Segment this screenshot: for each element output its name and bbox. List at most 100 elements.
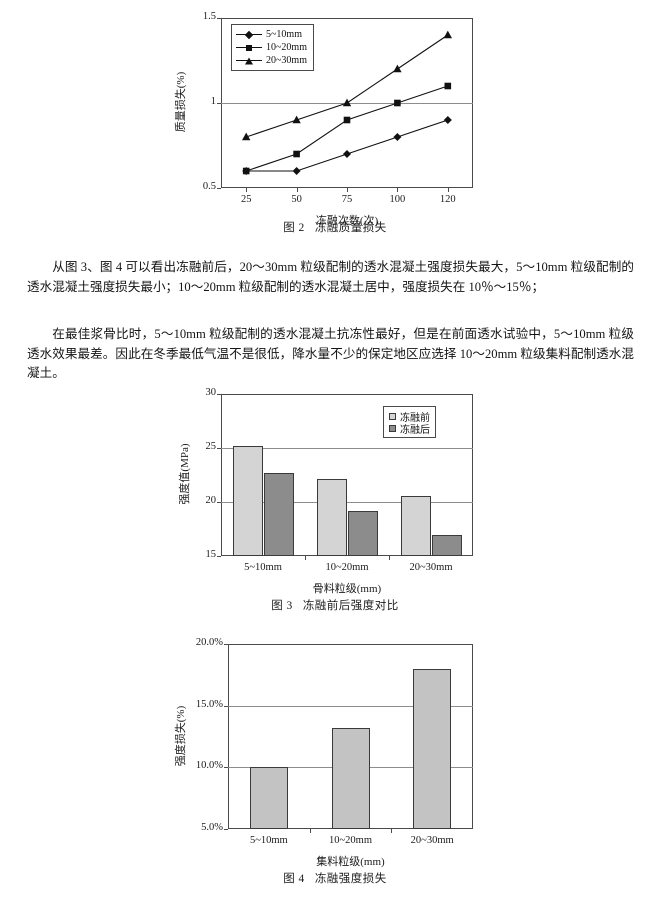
xtick-label-x: 10~20mm — [328, 835, 372, 846]
legend-item: 10~20mm — [236, 41, 307, 54]
figure-3: 15 20 25 30 5~10mm 10~20mm 20~30mm 骨料粒级(mm) 强度值(… — [179, 387, 490, 616]
xtick-label-x: 120 — [439, 194, 456, 205]
legend-label: 冻融前 — [400, 412, 430, 424]
x-axis-title: 冻融次数(次) — [315, 215, 379, 227]
y-axis-title: 强度值(MPa) — [179, 443, 191, 505]
data-point-marker — [292, 167, 301, 175]
ytick-mark — [224, 705, 228, 707]
ytick-label-y: 30 — [205, 387, 217, 398]
ytick-label-y: 25 — [205, 441, 217, 452]
data-point-marker — [443, 116, 452, 124]
figure-4-caption: 图 4 冻融强度损失 — [180, 870, 490, 886]
figure-3-number: 图 3 — [271, 600, 293, 612]
xtick-mark — [389, 556, 390, 560]
xtick-label-x: 75 — [341, 194, 353, 205]
bar-20~30mm — [413, 668, 452, 829]
ytick-mark — [217, 448, 221, 449]
data-point-marker — [292, 115, 301, 124]
xtick-label-x: 10~20mm — [325, 562, 369, 573]
ytick-mark — [217, 556, 221, 557]
y-axis-title: 强度损失(%) — [175, 705, 187, 766]
bar-5~10mm — [249, 767, 288, 829]
bar-10~20mm — [331, 727, 370, 829]
x-axis-title: 集料粒级(mm) — [316, 856, 385, 868]
data-point-marker — [343, 116, 351, 124]
ytick-mark — [217, 18, 221, 19]
figure-3-caption: 图 3 冻融前后强度对比 — [180, 597, 490, 613]
legend-label: 20~30mm — [266, 55, 307, 66]
legend-swatch-icon — [389, 412, 396, 420]
gridline-y — [228, 705, 473, 707]
xtick-mark — [305, 556, 306, 560]
ytick-mark — [224, 644, 228, 645]
xtick-label-x: 20~30mm — [409, 562, 453, 573]
gridline-y — [221, 502, 473, 503]
body-paragraph-2: 在最佳浆骨比时，5～10mm 粒级配制的透水混凝土抗冻性最好，但是在前面透水试验… — [27, 325, 634, 384]
data-point-marker — [242, 167, 250, 175]
square-marker-icon — [246, 44, 252, 51]
data-point-marker — [242, 132, 251, 141]
ytick-label-y: 0.5 — [202, 181, 216, 192]
ytick-mark — [217, 188, 221, 189]
legend-label: 冻融后 — [400, 424, 430, 436]
data-point-marker — [343, 150, 351, 158]
ytick-mark — [224, 829, 228, 830]
series-line-5~10mm — [246, 119, 448, 172]
legend-swatch-icon — [389, 424, 396, 432]
bar-10~20mm-冻融前 — [316, 479, 347, 556]
xtick-label-x: 5~10mm — [244, 562, 282, 573]
bar-5~10mm-冻融前 — [232, 445, 263, 556]
xtick-mark — [391, 829, 393, 833]
xtick-mark — [296, 188, 298, 192]
ytick-mark — [217, 502, 221, 503]
xtick-mark — [397, 188, 399, 192]
gridline-y — [221, 448, 473, 449]
chart-legend-fig3: 冻融前 冻融后 — [383, 406, 436, 438]
ytick-label-y: 10.0% — [195, 760, 223, 772]
diamond-marker-icon — [244, 30, 254, 39]
bar-20~30mm-冻融前 — [400, 495, 431, 556]
legend-label: 5~10mm — [266, 29, 302, 40]
ytick-label-y: 1.5 — [202, 11, 216, 22]
bar-20~30mm-冻融后 — [431, 535, 462, 556]
xtick-mark — [447, 188, 449, 192]
figure-3-title: 冻融前后强度对比 — [302, 600, 399, 612]
data-point-marker — [394, 99, 401, 107]
bar-5~10mm-冻融后 — [263, 472, 294, 556]
x-axis-title: 骨料粒级(mm) — [312, 583, 382, 595]
xtick-mark — [246, 188, 248, 192]
xtick-label-x: 20~30mm — [410, 835, 454, 846]
ytick-label-y: 5.0% — [201, 822, 223, 833]
chart-fig4: 5.0% 10.0% 15.0% 20.0% 5~10mm 10~20mm 20~30mm 集… — [175, 636, 490, 868]
figure-4-number: 图 4 — [283, 873, 305, 885]
figure-2-number: 图 2 — [283, 222, 305, 234]
xtick-label-x: 5~10mm — [249, 835, 288, 846]
xtick-label-x: 100 — [389, 194, 406, 205]
ytick-label-y: 20 — [205, 495, 217, 506]
figure-4-title: 冻融强度损失 — [314, 873, 387, 885]
legend-item: 冻融后 — [389, 422, 430, 436]
figure-2: 0.5 1 1.5 25 50 75 100 120 冻融次数(次) 质量损失(%) 5~10mm 1… — [175, 8, 490, 240]
paragraph-text-1: 从图 3、图 4 可以看出冻融前后，20～30mm 粒级配制的透水混凝土强度损失… — [27, 260, 634, 294]
figure-2-caption: 图 2 冻融质量损失 — [180, 219, 490, 235]
data-point-marker — [444, 82, 452, 90]
legend-line-icon — [236, 57, 262, 64]
chart-legend-fig2: 5~10mm 10~20mm 20~30mm — [231, 24, 314, 71]
ytick-label-y: 15.0% — [195, 698, 223, 710]
legend-item: 5~10mm — [236, 28, 307, 41]
fig2-series-layer — [242, 30, 452, 175]
data-point-marker — [393, 64, 402, 73]
data-point-marker — [443, 30, 452, 39]
xtick-mark — [309, 829, 311, 833]
legend-line-icon — [236, 30, 262, 39]
ytick-label-y: 1 — [210, 96, 216, 107]
chart-fig2: 0.5 1 1.5 25 50 75 100 120 冻融次数(次) 质量损失(%) 5~10mm 1… — [175, 8, 490, 227]
legend-item: 冻融前 — [389, 410, 430, 424]
bar-10~20mm-冻融后 — [347, 510, 378, 556]
ytick-label-y: 15 — [205, 549, 217, 560]
figure-4: 5.0% 10.0% 15.0% 20.0% 5~10mm 10~20mm 20~30mm 集… — [175, 636, 490, 886]
chart-fig3: 15 20 25 30 5~10mm 10~20mm 20~30mm 骨料粒级(mm) 强度值(… — [179, 387, 490, 595]
legend-line-icon — [236, 44, 262, 51]
data-point-marker — [293, 150, 300, 158]
